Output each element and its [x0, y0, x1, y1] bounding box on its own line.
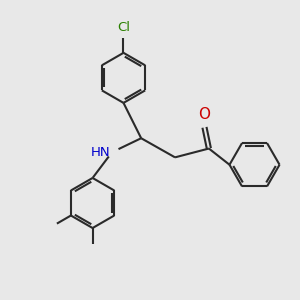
Text: Cl: Cl [117, 21, 130, 34]
Text: HN: HN [91, 146, 110, 159]
Text: O: O [199, 107, 211, 122]
